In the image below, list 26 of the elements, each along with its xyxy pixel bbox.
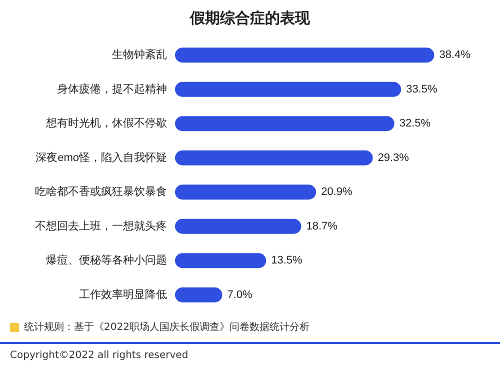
data-label: 29.3%	[378, 152, 410, 164]
data-label: 20.9%	[321, 186, 352, 198]
data-label: 33.5%	[406, 83, 438, 96]
data-label: 38.4%	[439, 49, 471, 62]
y-tick-label: 深夜emo怪，陷入自我怀疑	[36, 150, 167, 164]
y-tick-label: 爆痘、便秘等各种小问题	[46, 254, 167, 267]
bar	[175, 218, 302, 234]
chart-title: 假期综合症的表现	[189, 10, 311, 27]
bar	[175, 253, 266, 268]
data-label: 13.5%	[271, 254, 303, 267]
bar	[175, 82, 402, 97]
data-label: 7.0%	[227, 288, 253, 301]
bar	[175, 48, 434, 63]
data-label: 18.7%	[306, 220, 338, 232]
y-tick-label: 生物钟紊乱	[112, 48, 167, 62]
bar	[175, 184, 316, 200]
bar	[175, 116, 394, 132]
bar	[175, 150, 373, 166]
text: 统计规则：基于《2022职场人国庆长假调查》问卷数据统计分析	[24, 320, 310, 334]
y-tick-label: 吃啥都不香或疯狂暴饮暴食	[35, 185, 167, 198]
y-tick-label: 工作效率明显降低	[79, 288, 167, 301]
y-tick-label: 想有时光机，休假不停歇	[45, 116, 167, 130]
y-tick-label: 身体疲倦，提不起精神	[57, 82, 167, 96]
text: Copyright©2022 all rights reserved	[10, 350, 188, 361]
y-tick-label: 不想回去上班，一想就头疼	[35, 219, 167, 232]
data-label: 32.5%	[399, 118, 431, 130]
